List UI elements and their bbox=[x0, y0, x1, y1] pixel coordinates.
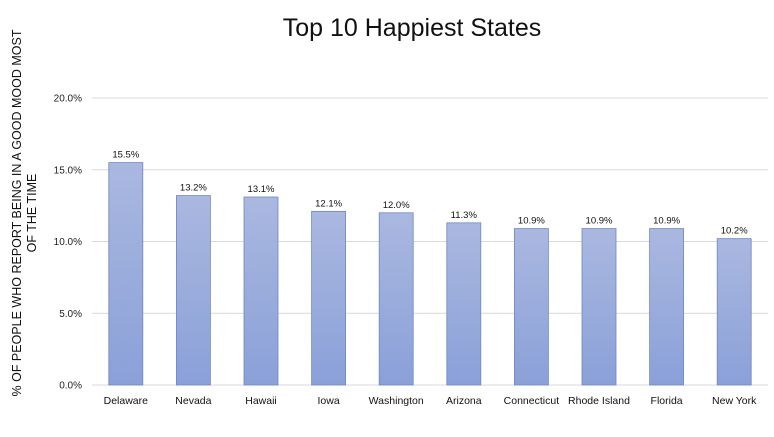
y-tick-label: 5.0% bbox=[59, 309, 82, 320]
chart-title: Top 10 Happiest States bbox=[282, 14, 542, 42]
y-tick-label: 20.0% bbox=[54, 94, 82, 105]
x-tick-label: Hawaii bbox=[245, 395, 277, 407]
x-tick-label: Connecticut bbox=[504, 395, 560, 407]
data-label: 10.2% bbox=[721, 226, 748, 237]
bar bbox=[581, 228, 617, 386]
x-tick-label: Arizona bbox=[446, 395, 482, 407]
x-tick-label: New York bbox=[712, 395, 757, 407]
bar bbox=[243, 196, 279, 386]
bars bbox=[108, 162, 752, 386]
x-tick-label: Florida bbox=[651, 395, 683, 407]
y-tick-label: 0.0% bbox=[59, 381, 82, 392]
bar bbox=[175, 195, 211, 386]
y-tick-label: 10.0% bbox=[54, 237, 82, 248]
data-labels: 15.5% 13.2% 13.1% 12.1% 12.0% 11.3% 10.9% 10.9%… bbox=[112, 150, 748, 237]
y-tick-label: 15.0% bbox=[54, 165, 82, 176]
data-label: 10.9% bbox=[586, 216, 613, 227]
x-tick-label: Iowa bbox=[318, 395, 340, 407]
bar bbox=[446, 222, 482, 386]
bar bbox=[514, 228, 549, 386]
x-tick-label: Washington bbox=[369, 395, 424, 407]
data-label: 11.3% bbox=[451, 210, 478, 221]
data-label: 13.1% bbox=[248, 184, 275, 195]
y-tick-labels: 0.0% 5.0% 10.0% 15.0% 20.0% bbox=[54, 94, 82, 392]
bar bbox=[108, 162, 144, 386]
data-label: 12.1% bbox=[315, 198, 342, 209]
x-tick-label: Delaware bbox=[104, 395, 149, 407]
data-label: 12.0% bbox=[383, 200, 410, 211]
x-tick-label: Nevada bbox=[175, 395, 211, 407]
data-label: 15.5% bbox=[112, 150, 139, 161]
data-label: 10.9% bbox=[518, 216, 545, 227]
bar bbox=[649, 228, 684, 386]
data-label: 10.9% bbox=[653, 216, 680, 227]
data-label: 13.2% bbox=[180, 183, 207, 194]
bar bbox=[378, 212, 414, 386]
bar bbox=[716, 238, 752, 386]
x-tick-label: Rhode Island bbox=[568, 395, 630, 407]
bar bbox=[311, 210, 347, 386]
x-tick-labels: Delaware Nevada Hawaii Iowa Washington Arizon… bbox=[104, 395, 758, 407]
